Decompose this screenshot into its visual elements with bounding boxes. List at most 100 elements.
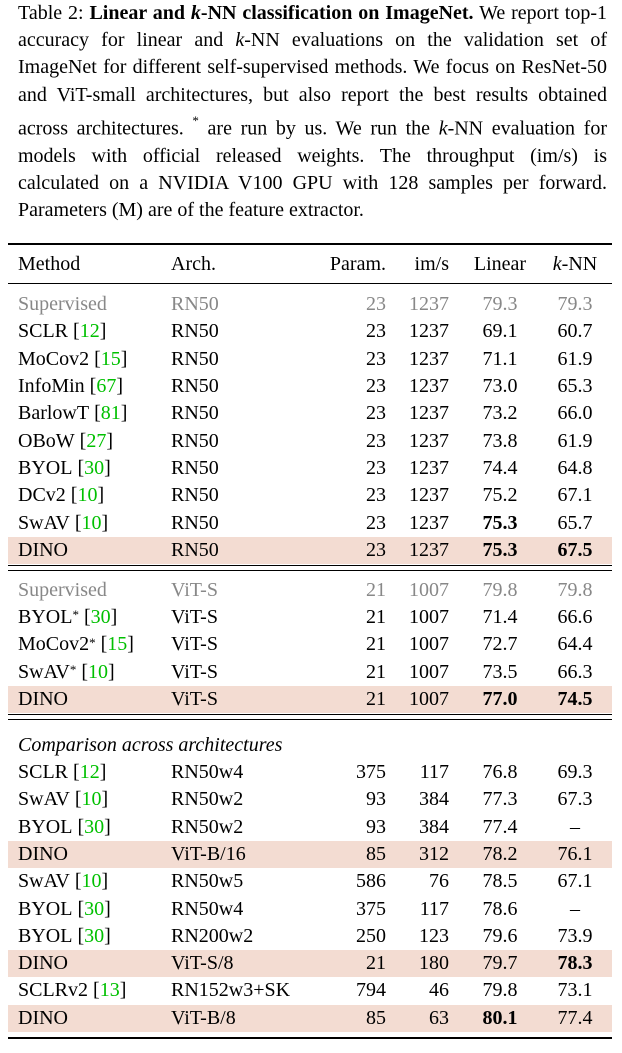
cell: 66.3 bbox=[545, 658, 605, 685]
cell: – bbox=[545, 814, 605, 841]
table-row: BYOL [30] RN50w2 93 384 77.4 – bbox=[8, 814, 612, 841]
cell: 23 bbox=[366, 346, 386, 373]
rule bbox=[8, 718, 612, 720]
table-row: SCLRv2 [13] RN152w3+SK 794 46 79.8 73.1 bbox=[8, 977, 612, 1004]
cell: Supervised bbox=[18, 576, 107, 603]
linear-value: 73.2 bbox=[482, 402, 518, 425]
linear-value: 69.1 bbox=[482, 320, 518, 343]
table-row: SCLR [12] RN50 23 1237 69.1 60.7 bbox=[8, 318, 612, 345]
citation: [10] bbox=[74, 511, 109, 534]
arch-value: RN50 bbox=[171, 320, 219, 343]
table-row: DCv2 [10] RN50 23 1237 75.2 67.1 bbox=[8, 482, 612, 509]
ims-value: 46 bbox=[429, 979, 449, 1002]
method-name: DINO bbox=[18, 952, 68, 975]
cell: DCv2 [10] bbox=[18, 482, 104, 509]
params-value: 21 bbox=[366, 578, 386, 601]
table-row: SwAV [10] RN50 23 1237 75.3 65.7 bbox=[8, 509, 612, 536]
own-run-mark: * bbox=[72, 607, 79, 623]
params-value: 23 bbox=[366, 320, 386, 343]
cell: 79.8 bbox=[470, 576, 530, 603]
table-row: BYOL [30] RN200w2 250 123 79.6 73.9 bbox=[8, 923, 612, 950]
cell: 75.3 bbox=[470, 509, 530, 536]
ims-value: 1237 bbox=[409, 347, 449, 370]
cell: 21 bbox=[366, 658, 386, 685]
knn-value: 66.0 bbox=[557, 402, 593, 425]
citation: [30] bbox=[77, 815, 111, 838]
cell: 64.4 bbox=[545, 631, 605, 658]
cell: 79.6 bbox=[470, 923, 530, 950]
cell: RN50 bbox=[171, 291, 219, 318]
cell: 64.8 bbox=[545, 455, 605, 482]
method-name: DINO bbox=[18, 538, 68, 561]
rule bbox=[8, 713, 612, 715]
header-cell: Param. bbox=[330, 245, 386, 283]
cell: 21 bbox=[366, 604, 386, 631]
method-name: SwAV bbox=[18, 870, 70, 893]
table-row: SwAV [10] RN50w2 93 384 77.3 67.3 bbox=[8, 786, 612, 813]
cell: SwAV [10] bbox=[18, 786, 108, 813]
knn-value: 64.8 bbox=[557, 456, 593, 479]
arch-value: RN50 bbox=[171, 375, 219, 398]
cell: 71.4 bbox=[470, 604, 530, 631]
knn-value: 67.3 bbox=[557, 788, 593, 811]
citation: [15] bbox=[100, 633, 134, 656]
cell: 77.4 bbox=[470, 814, 530, 841]
method-name: BYOL bbox=[18, 924, 73, 947]
cell: 250 bbox=[356, 923, 386, 950]
knn-value: 61.9 bbox=[557, 347, 593, 370]
table-row: Supervised ViT-S 21 1007 79.8 79.8 bbox=[8, 576, 612, 603]
cell: SwAV * [10] bbox=[18, 658, 115, 685]
knn-value: 73.1 bbox=[557, 979, 593, 1002]
header-row: Method Arch. Param. im/s Linear k -NN bbox=[8, 245, 612, 283]
cell: 69.1 bbox=[470, 318, 530, 345]
linear-value: 77.0 bbox=[482, 687, 518, 710]
cell: 384 bbox=[419, 814, 449, 841]
cell: 76.8 bbox=[470, 759, 530, 786]
method-name: DCv2 bbox=[18, 484, 66, 507]
arch-value: ViT-S bbox=[171, 633, 218, 656]
method-name: DINO bbox=[18, 842, 68, 865]
arch-value: RN50 bbox=[171, 511, 219, 534]
linear-value: 75.3 bbox=[482, 538, 518, 561]
cell: RN50 bbox=[171, 373, 219, 400]
cell: 93 bbox=[366, 786, 386, 813]
ims-value: 1237 bbox=[409, 511, 449, 534]
citation: [30] bbox=[77, 897, 111, 920]
cell: 61.9 bbox=[545, 346, 605, 373]
knn-value: 67.1 bbox=[557, 484, 593, 507]
cell: 72.7 bbox=[470, 631, 530, 658]
ims-value: 76 bbox=[429, 870, 449, 893]
cell: 1007 bbox=[409, 686, 449, 713]
method-name: BarlowT bbox=[18, 402, 90, 425]
cell: 23 bbox=[366, 318, 386, 345]
cell: MoCov2 * [15] bbox=[18, 631, 134, 658]
cell: 23 bbox=[366, 537, 386, 564]
cell: 1237 bbox=[409, 318, 449, 345]
ims-value: 1007 bbox=[409, 633, 449, 656]
cell: BYOL [30] bbox=[18, 923, 111, 950]
cell: 71.1 bbox=[470, 346, 530, 373]
citation: [12] bbox=[73, 761, 107, 784]
table-row: DINO ViT-S/8 21 180 79.7 78.3 bbox=[8, 950, 612, 978]
table-row: OBoW [27] RN50 23 1237 73.8 61.9 bbox=[8, 427, 612, 454]
cell: RN50w5 bbox=[171, 868, 243, 895]
cell: 66.0 bbox=[545, 400, 605, 427]
citation: [30] bbox=[77, 456, 111, 479]
cell: MoCov2 [15] bbox=[18, 346, 127, 373]
cell: RN50 bbox=[171, 318, 219, 345]
cell: BYOL [30] bbox=[18, 895, 111, 922]
cell: 67.1 bbox=[545, 868, 605, 895]
own-run-mark: * bbox=[69, 662, 77, 677]
cell: ViT-S bbox=[171, 686, 218, 713]
rule bbox=[8, 283, 612, 284]
cell: 77.0 bbox=[470, 686, 530, 713]
cell: 180 bbox=[419, 950, 449, 977]
cell: RN200w2 bbox=[171, 923, 253, 950]
arch-value: RN200w2 bbox=[171, 924, 254, 947]
cell: 1237 bbox=[409, 537, 449, 564]
header-text: Linear bbox=[473, 252, 527, 275]
table: Method Arch. Param. im/s Linear k -NN Supervise… bbox=[8, 243, 612, 1039]
ims-value: 1007 bbox=[409, 605, 449, 628]
cell: 63 bbox=[429, 1005, 449, 1032]
cell: ViT-B/16 bbox=[171, 841, 246, 868]
